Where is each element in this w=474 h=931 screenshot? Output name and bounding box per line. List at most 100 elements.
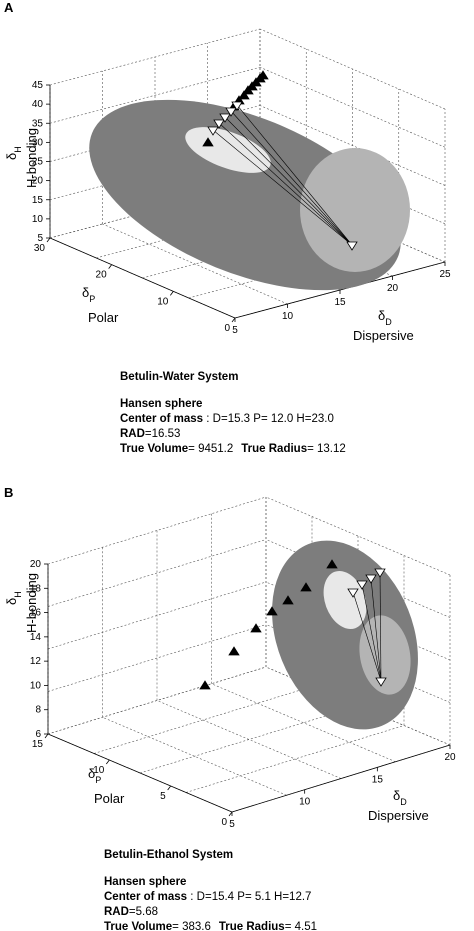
grid-line	[259, 105, 446, 186]
tie-line	[352, 591, 382, 682]
tick-label: 10	[282, 311, 294, 322]
tick-label: 10	[93, 765, 105, 776]
tick-label: 30	[32, 137, 44, 148]
open-triangle	[356, 580, 368, 590]
tick-label: 10	[299, 797, 311, 808]
axis-symbol-letter: δ	[88, 766, 95, 781]
axis-name: H-bonding	[24, 573, 39, 633]
info-part: = 9451.2	[188, 443, 233, 455]
tick-label: 15	[32, 739, 44, 750]
tick-label: 15	[32, 195, 44, 206]
tick-label: 35	[32, 118, 44, 129]
axis-symbol-letter: δ	[378, 308, 385, 323]
axis-symbol-letter: δ	[393, 788, 400, 803]
tie-line	[361, 583, 382, 682]
tick-label: 25	[439, 269, 451, 280]
filled-triangle	[266, 606, 278, 616]
info-part: = 13.12	[307, 443, 346, 455]
tick-label: 18	[30, 583, 42, 594]
axis-symbol-subscript: P	[89, 294, 95, 304]
tick-label: 10	[30, 680, 42, 691]
axis-name: Dispersive	[353, 328, 414, 343]
axis-symbol-subscript: H	[13, 591, 23, 598]
open-triangle	[375, 677, 387, 687]
tick-label: 20	[96, 270, 108, 281]
axis-line	[231, 744, 451, 813]
filled-triangle	[300, 582, 312, 592]
tick-label: 25	[32, 157, 44, 168]
tick-mark	[167, 785, 171, 791]
panel-label: A	[4, 0, 14, 15]
axis-symbol-subscript: P	[95, 775, 101, 785]
tick-label: 10	[157, 296, 169, 307]
info-part: = 383.6	[172, 921, 211, 931]
info-line: Center of mass : D=15.4 P= 5.1 H=12.7	[104, 891, 311, 903]
tick-label: 5	[160, 791, 166, 802]
axis-name: H-bonding	[24, 128, 39, 188]
tick-label: 5	[37, 233, 43, 244]
tie-line	[218, 122, 353, 246]
tick-mark	[106, 759, 110, 765]
filled-triangle	[326, 559, 338, 569]
axis-symbol-letter: δ	[82, 285, 89, 300]
tick-mark	[231, 317, 236, 323]
grid-line	[156, 700, 342, 779]
axis-symbol: δH	[4, 591, 23, 605]
info-line: RAD=16.53	[120, 428, 180, 440]
tick-label: 20	[30, 559, 42, 570]
info-part: = 4.51	[285, 921, 317, 931]
tick-label: 45	[32, 80, 44, 91]
filled-triangle	[238, 90, 250, 100]
tick-label: 6	[35, 729, 41, 740]
tick-label: 8	[35, 705, 41, 716]
tick-label: 10	[32, 214, 44, 225]
ellipsoid	[272, 540, 418, 730]
axis-symbol-subscript: H	[13, 146, 23, 153]
tie-line	[379, 571, 382, 682]
info-part: : D=15.4 P= 5.1 H=12.7	[187, 891, 311, 903]
open-triangle	[207, 126, 219, 136]
info-part: True Radius	[219, 921, 285, 931]
tick-mark	[108, 264, 112, 269]
tie-line	[236, 104, 353, 246]
tick-label: 15	[334, 297, 346, 308]
axis-symbol: δP	[82, 285, 95, 304]
axis-name: Polar	[94, 791, 125, 806]
axis-symbol-letter: δ	[4, 153, 19, 160]
tick-label: 14	[30, 632, 42, 643]
info-part: =16.53	[145, 428, 181, 440]
grid-line	[265, 496, 451, 576]
info-line: True Volume= 9451.2 True Radius= 13.12	[120, 443, 346, 455]
tick-label: 40	[32, 99, 44, 110]
grid-line	[211, 683, 396, 763]
info-line: True Volume= 383.6 True Radius= 4.51	[104, 921, 317, 931]
grid-line	[49, 28, 261, 86]
info-part: True Radius	[241, 443, 307, 455]
grid-line	[265, 624, 451, 703]
info-part: True Volume	[120, 443, 188, 455]
filled-triangle	[228, 646, 240, 656]
grid-line	[259, 28, 446, 110]
tick-mark	[170, 291, 174, 296]
info-part: RAD	[120, 428, 145, 440]
axis-symbol: δP	[88, 766, 101, 785]
open-triangle	[365, 574, 377, 584]
filled-triangle	[257, 70, 269, 80]
tick-label: 20	[32, 176, 44, 187]
method: Hansen sphere	[104, 876, 186, 888]
system-title: Betulin-Water System	[120, 371, 238, 383]
ellipsoid-highlight	[323, 570, 367, 630]
info-part: True Volume	[104, 921, 172, 931]
grid-line	[102, 716, 287, 796]
open-triangle	[374, 568, 386, 578]
method: Hansen sphere	[120, 398, 202, 410]
tie-line	[230, 110, 353, 246]
info-part: : D=15.3 P= 12.0 H=23.0	[203, 413, 334, 425]
grid-line	[265, 539, 451, 618]
info-part: Center of mass	[120, 413, 203, 425]
tick-label: 0	[224, 323, 230, 334]
filled-triangle	[282, 595, 294, 605]
tick-label: 5	[229, 819, 235, 830]
open-triangle	[213, 119, 225, 129]
